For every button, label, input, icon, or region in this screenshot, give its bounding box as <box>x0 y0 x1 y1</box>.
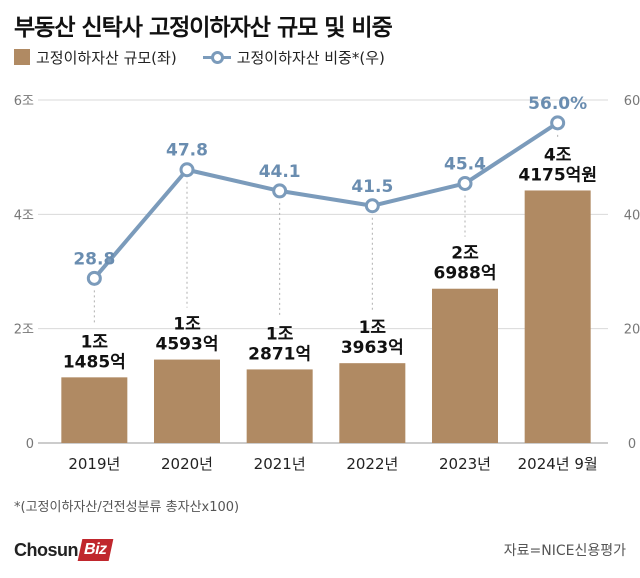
legend-item-line: 고정이하자산 비중*(우) <box>202 47 385 68</box>
share-line <box>92 121 559 280</box>
x-tick-label: 2024년 9월 <box>518 455 598 473</box>
y-right-tick-label: 60 <box>624 94 640 109</box>
share-label: 56.0% <box>528 94 587 114</box>
legend-item-bar: 고정이하자산 규모(좌) <box>14 47 177 68</box>
legend-line-swatch <box>202 49 231 65</box>
bar-label-line1: 1조 <box>266 324 294 344</box>
y-left-tick-label: 4조 <box>14 208 34 223</box>
share-point-5 <box>550 115 566 131</box>
bar-2 <box>246 369 313 443</box>
y-right-tick-label: 0 <box>628 437 636 452</box>
bar-label-line2: 4175억원 <box>518 165 597 185</box>
x-tick-label: 2019년 <box>68 455 120 473</box>
y-right-tick-label: 40 <box>624 208 640 223</box>
bar-label-line1: 1조 <box>81 332 109 352</box>
y-left-tick-label: 0 <box>26 437 34 452</box>
bar-label-line2: 3963억 <box>341 338 404 358</box>
bar-label-line1: 2조 <box>451 244 479 264</box>
bar-0 <box>61 377 128 443</box>
share-point-2 <box>272 183 288 199</box>
bar-label-line1: 4조 <box>544 145 572 165</box>
share-label: 41.5 <box>351 177 393 197</box>
share-point-4 <box>457 175 473 191</box>
bar-label-line1: 1조 <box>173 315 201 335</box>
legend-bar-swatch <box>14 49 30 65</box>
footnote: *(고정이하자산/건전성분류 총자산x100) <box>14 500 240 515</box>
logo-part-2: Biz <box>77 539 113 561</box>
logo-part-1: Chosun <box>14 540 79 560</box>
bar-label-line2: 4593억 <box>156 335 219 355</box>
y-left-tick-label: 2조 <box>14 323 34 338</box>
x-tick-label: 2023년 <box>439 455 491 473</box>
bar-5 <box>524 190 591 443</box>
legend: 고정이하자산 규모(좌) 고정이하자산 비중*(우) <box>14 46 411 68</box>
share-label: 44.1 <box>259 162 301 182</box>
bar-3 <box>339 363 406 443</box>
y-right-tick-label: 20 <box>624 323 640 338</box>
bar-label-line1: 1조 <box>359 318 387 338</box>
y-left-tick-label: 6조 <box>14 94 34 109</box>
bar-label-line2: 1485억 <box>63 352 126 372</box>
x-tick-label: 2022년 <box>346 455 398 473</box>
x-tick-label: 2020년 <box>161 455 213 473</box>
bar-label-line2: 6988억 <box>434 264 497 284</box>
share-label: 47.8 <box>166 141 208 161</box>
source-note: 자료=NICE신용평가 <box>503 543 626 559</box>
share-label: 45.4 <box>444 154 486 174</box>
x-tick-label: 2021년 <box>254 455 306 473</box>
share-point-1 <box>179 162 195 178</box>
share-point-0 <box>86 270 102 286</box>
bar-1 <box>154 359 220 443</box>
bar-4 <box>432 288 498 443</box>
chosunbiz-logo: Chosun Biz <box>14 535 113 561</box>
legend-bar-label: 고정이하자산 규모(좌) <box>36 48 177 67</box>
legend-line-label: 고정이하자산 비중*(우) <box>236 48 385 67</box>
share-label: 28.8 <box>73 249 115 269</box>
bar-label-line2: 2871억 <box>248 344 311 364</box>
chart-title: 부동산 신탁사 고정이하자산 규모 및 비중 <box>14 15 393 41</box>
share-point-3 <box>364 198 380 214</box>
